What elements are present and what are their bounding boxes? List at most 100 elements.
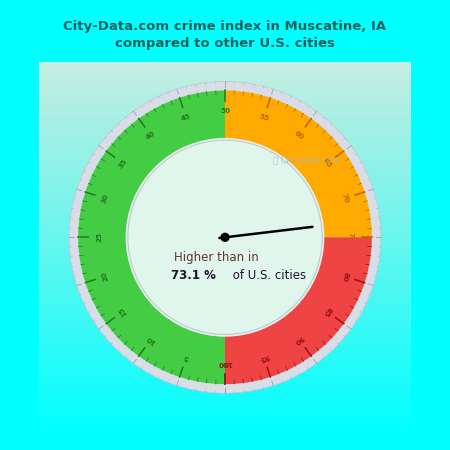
Bar bbox=[39, 141, 411, 146]
Bar bbox=[39, 253, 411, 258]
Bar bbox=[39, 72, 411, 76]
Text: Higher than in: Higher than in bbox=[174, 251, 258, 264]
Bar bbox=[39, 239, 411, 244]
Bar bbox=[39, 421, 411, 426]
Bar bbox=[39, 188, 411, 193]
Bar bbox=[39, 295, 411, 300]
Bar bbox=[39, 351, 411, 356]
Bar bbox=[39, 160, 411, 165]
Text: 10: 10 bbox=[145, 334, 157, 345]
Bar bbox=[39, 155, 411, 160]
Bar bbox=[39, 212, 411, 216]
Text: 45: 45 bbox=[180, 113, 192, 122]
Bar bbox=[39, 62, 411, 67]
Wedge shape bbox=[225, 90, 372, 237]
Bar bbox=[39, 184, 411, 188]
Bar bbox=[39, 281, 411, 286]
Text: 80: 80 bbox=[340, 270, 349, 282]
Bar bbox=[39, 123, 411, 127]
Bar bbox=[39, 309, 411, 314]
Bar bbox=[39, 407, 411, 412]
Text: of U.S. cities: of U.S. cities bbox=[230, 269, 306, 282]
Bar bbox=[39, 90, 411, 95]
Wedge shape bbox=[78, 90, 225, 384]
Bar bbox=[39, 426, 411, 430]
Bar bbox=[39, 76, 411, 81]
Bar bbox=[39, 151, 411, 155]
Text: 30: 30 bbox=[101, 193, 110, 204]
Bar bbox=[39, 244, 411, 248]
Text: 95: 95 bbox=[258, 353, 270, 361]
Bar bbox=[39, 333, 411, 337]
Bar bbox=[39, 230, 411, 234]
Bar bbox=[39, 277, 411, 281]
Bar bbox=[39, 132, 411, 137]
Text: 100: 100 bbox=[217, 360, 233, 366]
Bar bbox=[39, 374, 411, 379]
Bar bbox=[39, 174, 411, 179]
Bar bbox=[39, 67, 411, 72]
Bar bbox=[39, 104, 411, 109]
Text: 5: 5 bbox=[183, 353, 189, 361]
Bar bbox=[39, 248, 411, 253]
Text: 40: 40 bbox=[145, 130, 157, 141]
Bar bbox=[39, 337, 411, 342]
Bar bbox=[39, 342, 411, 346]
Bar bbox=[39, 86, 411, 90]
Wedge shape bbox=[69, 81, 381, 393]
Wedge shape bbox=[225, 237, 372, 384]
Bar bbox=[39, 365, 411, 370]
Text: City-Data.com crime index in Muscatine, IA
compared to other U.S. cities: City-Data.com crime index in Muscatine, … bbox=[63, 20, 387, 50]
Bar bbox=[39, 113, 411, 118]
Text: 65: 65 bbox=[321, 158, 333, 169]
Text: ⛲ City-Data.com: ⛲ City-Data.com bbox=[273, 156, 340, 165]
Bar bbox=[39, 291, 411, 295]
Bar bbox=[39, 137, 411, 141]
Bar bbox=[39, 81, 411, 86]
Bar bbox=[39, 216, 411, 220]
Text: 75: 75 bbox=[348, 232, 354, 243]
Bar bbox=[39, 267, 411, 272]
Bar bbox=[39, 169, 411, 174]
Bar bbox=[39, 388, 411, 393]
Text: 50: 50 bbox=[220, 108, 230, 114]
Bar bbox=[39, 328, 411, 333]
Bar bbox=[39, 118, 411, 123]
Wedge shape bbox=[125, 137, 325, 338]
Bar bbox=[39, 202, 411, 207]
Bar bbox=[39, 286, 411, 291]
Text: 73.1 %: 73.1 % bbox=[171, 269, 216, 282]
Bar bbox=[39, 393, 411, 398]
Text: 60: 60 bbox=[293, 130, 305, 141]
Text: 15: 15 bbox=[118, 306, 129, 317]
Text: 70: 70 bbox=[340, 193, 349, 204]
Text: 35: 35 bbox=[118, 158, 129, 169]
Bar bbox=[39, 272, 411, 277]
Bar bbox=[39, 319, 411, 323]
Bar bbox=[39, 193, 411, 198]
Bar bbox=[39, 314, 411, 319]
Bar bbox=[39, 305, 411, 309]
Bar bbox=[39, 323, 411, 328]
Bar bbox=[39, 360, 411, 365]
Bar bbox=[39, 225, 411, 230]
Bar bbox=[39, 207, 411, 212]
Bar bbox=[39, 356, 411, 360]
Bar bbox=[39, 198, 411, 202]
Bar bbox=[39, 412, 411, 416]
Bar bbox=[39, 384, 411, 388]
Bar bbox=[39, 220, 411, 225]
Circle shape bbox=[221, 234, 229, 241]
Bar bbox=[39, 165, 411, 169]
Bar bbox=[39, 258, 411, 263]
Text: 55: 55 bbox=[258, 113, 270, 122]
Bar bbox=[39, 398, 411, 402]
Bar bbox=[39, 146, 411, 151]
Bar bbox=[39, 127, 411, 132]
Bar bbox=[39, 179, 411, 184]
Bar bbox=[39, 379, 411, 384]
Text: 85: 85 bbox=[321, 306, 333, 317]
Bar bbox=[39, 402, 411, 407]
Bar bbox=[39, 263, 411, 267]
Text: 90: 90 bbox=[293, 334, 305, 345]
